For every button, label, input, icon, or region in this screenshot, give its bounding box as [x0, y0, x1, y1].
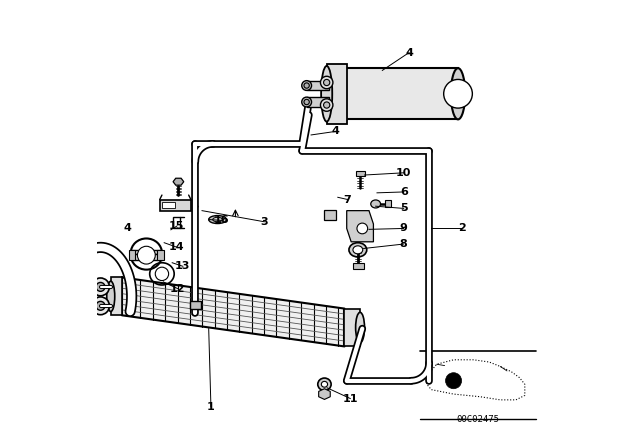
- Text: 15: 15: [169, 221, 184, 231]
- Circle shape: [445, 373, 461, 389]
- Ellipse shape: [321, 381, 328, 387]
- Ellipse shape: [209, 215, 227, 224]
- Bar: [307, 81, 329, 90]
- Polygon shape: [173, 178, 184, 185]
- Circle shape: [96, 282, 105, 291]
- Text: 14: 14: [169, 242, 184, 252]
- Text: 4: 4: [332, 126, 340, 136]
- Text: 5: 5: [400, 203, 408, 213]
- Polygon shape: [347, 211, 373, 242]
- Text: 1: 1: [207, 401, 215, 412]
- Circle shape: [444, 79, 472, 108]
- Circle shape: [92, 278, 109, 296]
- Bar: [131, 250, 162, 254]
- Ellipse shape: [304, 83, 309, 88]
- Ellipse shape: [304, 99, 309, 105]
- Bar: [356, 171, 365, 177]
- Ellipse shape: [324, 79, 330, 86]
- Bar: [157, 250, 164, 260]
- Ellipse shape: [321, 99, 333, 111]
- Bar: [111, 277, 122, 315]
- Bar: [131, 254, 162, 260]
- Ellipse shape: [212, 217, 223, 222]
- Bar: [307, 97, 329, 107]
- Bar: [344, 68, 458, 119]
- Text: 9: 9: [400, 224, 408, 233]
- Bar: [160, 199, 191, 211]
- Text: 00C02475: 00C02475: [456, 415, 500, 424]
- Ellipse shape: [321, 76, 333, 89]
- Circle shape: [138, 246, 156, 264]
- Ellipse shape: [349, 243, 367, 257]
- Circle shape: [92, 297, 109, 314]
- Ellipse shape: [318, 378, 331, 391]
- Circle shape: [156, 267, 168, 280]
- Text: 7: 7: [344, 194, 351, 205]
- Circle shape: [357, 223, 367, 234]
- Text: 4: 4: [124, 224, 132, 233]
- Bar: [353, 263, 364, 269]
- Bar: [326, 64, 347, 124]
- Bar: [344, 309, 360, 346]
- Bar: [324, 210, 335, 220]
- Ellipse shape: [324, 102, 330, 108]
- Text: 4: 4: [405, 47, 413, 58]
- Ellipse shape: [371, 200, 381, 208]
- Text: 3: 3: [260, 217, 268, 227]
- Ellipse shape: [321, 66, 332, 121]
- Text: 12: 12: [170, 284, 185, 293]
- Circle shape: [96, 302, 105, 310]
- Polygon shape: [319, 389, 330, 400]
- Bar: [385, 200, 391, 207]
- Ellipse shape: [353, 246, 363, 254]
- Ellipse shape: [301, 81, 312, 90]
- Text: 2: 2: [459, 224, 467, 233]
- Text: 13: 13: [175, 261, 191, 271]
- Bar: [190, 301, 201, 309]
- Ellipse shape: [107, 281, 115, 311]
- Polygon shape: [122, 277, 344, 346]
- Ellipse shape: [451, 68, 465, 119]
- Ellipse shape: [301, 97, 312, 107]
- Bar: [129, 250, 135, 260]
- Text: 11: 11: [342, 393, 358, 404]
- Text: 10: 10: [396, 168, 412, 178]
- Text: 8: 8: [400, 239, 408, 249]
- Bar: [162, 202, 175, 208]
- Text: 6: 6: [400, 187, 408, 197]
- Text: 16: 16: [213, 215, 229, 225]
- Ellipse shape: [356, 312, 365, 343]
